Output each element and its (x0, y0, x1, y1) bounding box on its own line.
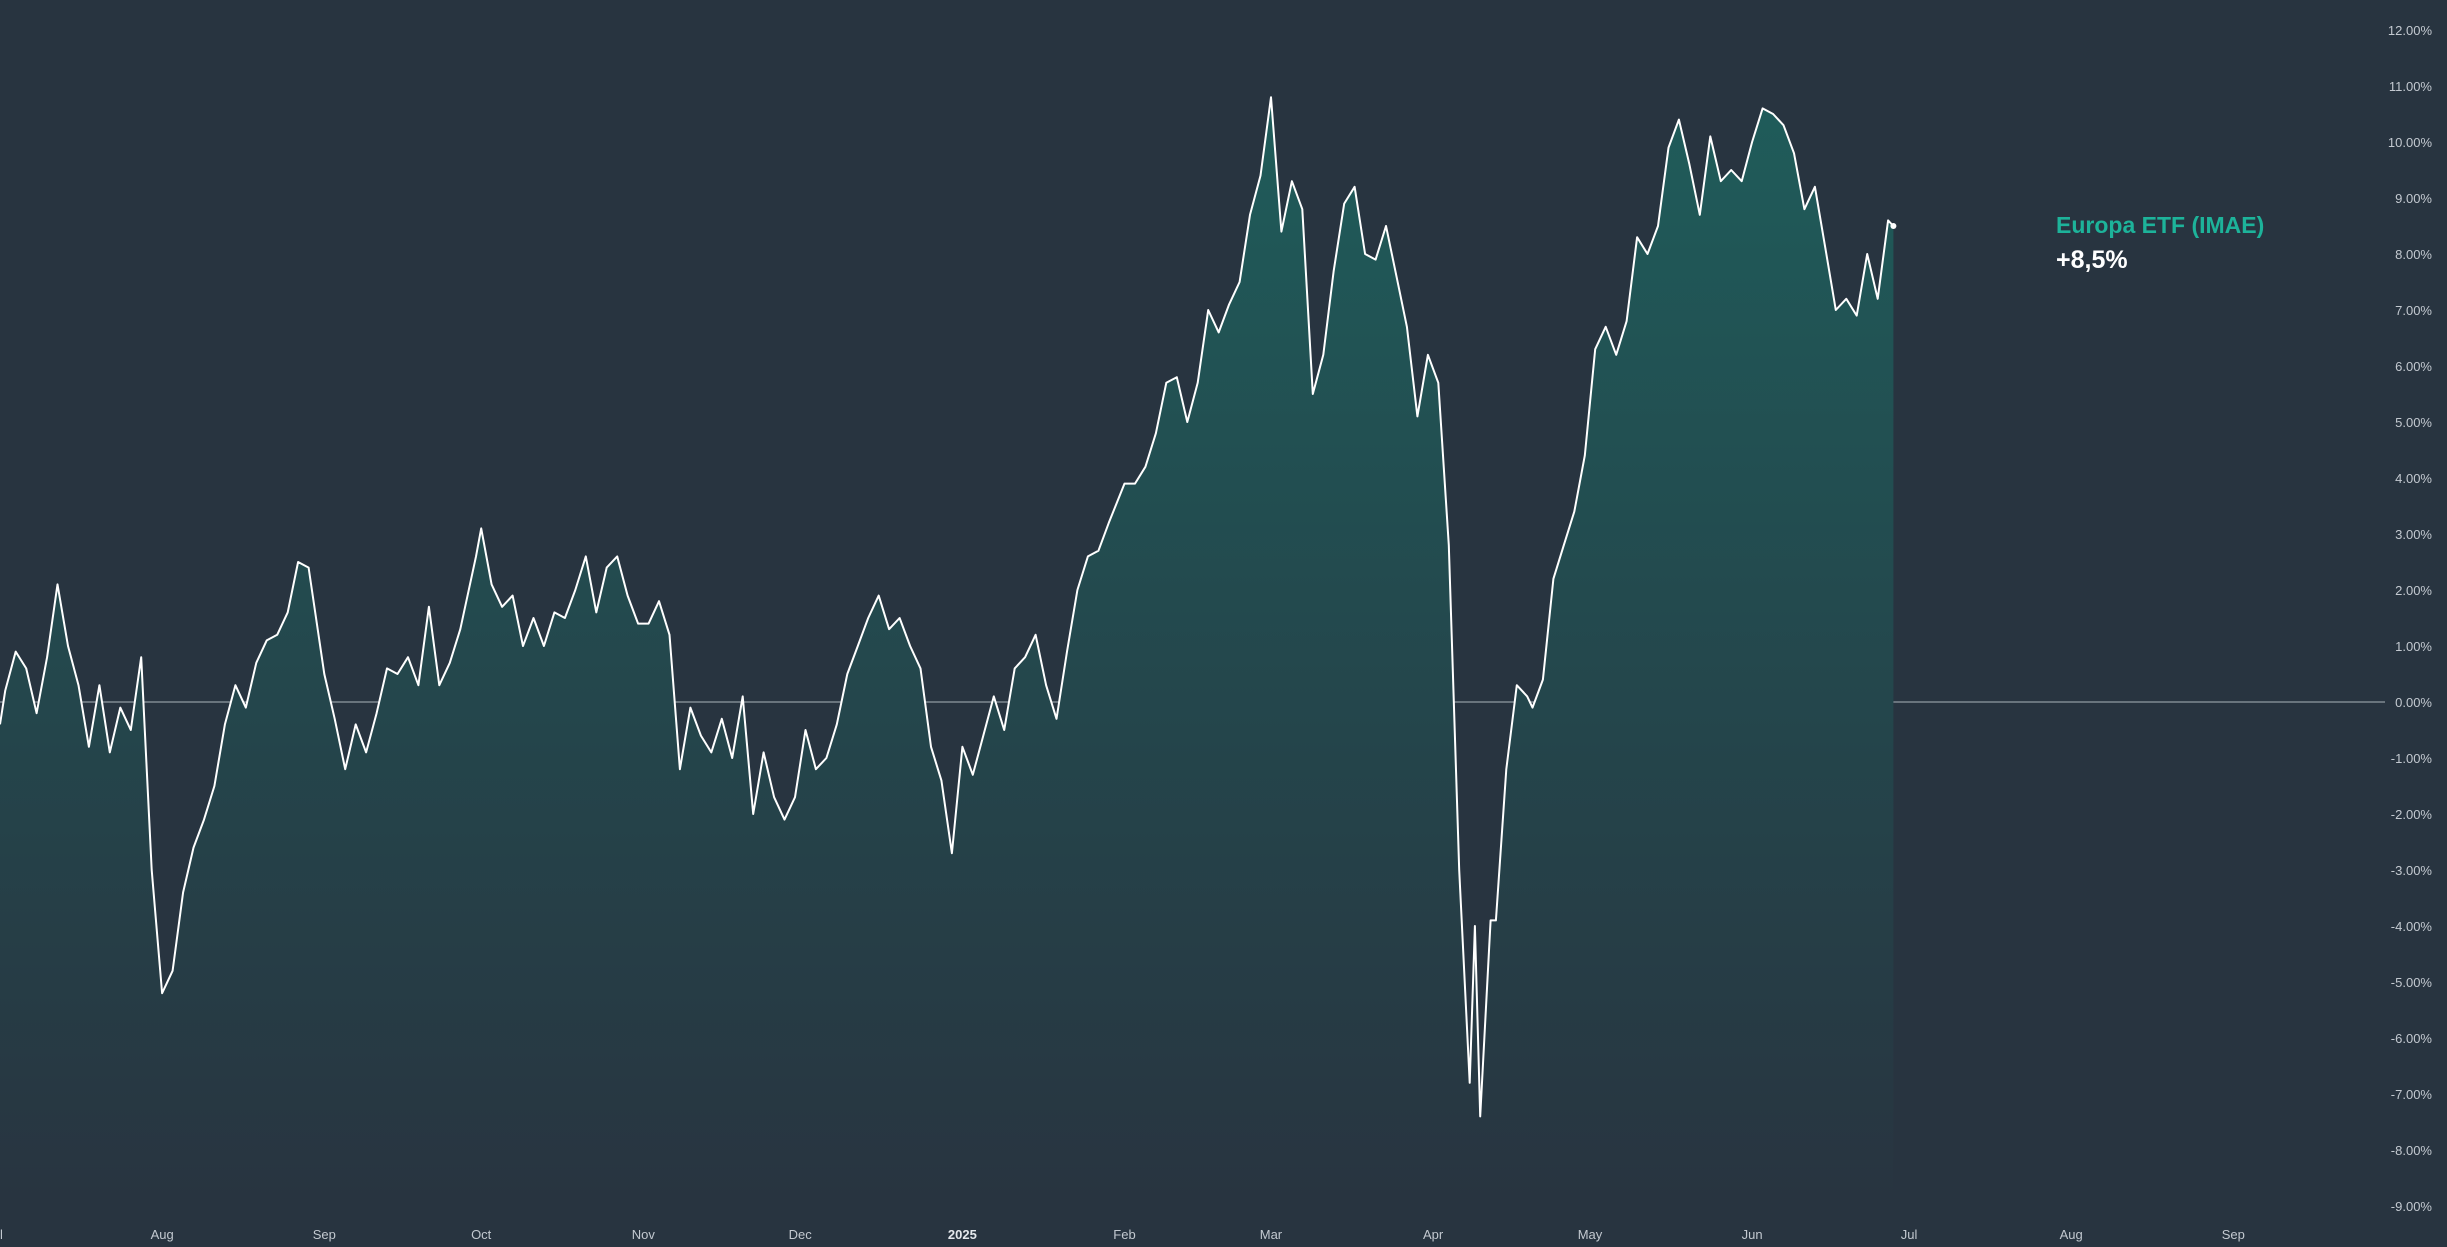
series-line (0, 96, 1895, 1118)
x-tick-label: Dec (789, 1227, 813, 1242)
y-tick-label: 9.00% (2395, 191, 2432, 206)
x-tick-label: Nov (632, 1227, 656, 1242)
y-tick-label: 7.00% (2395, 303, 2432, 318)
series-area-fill (0, 97, 1894, 1207)
legend-series-value: +8,5% (2056, 246, 2128, 274)
y-tick-label: 12.00% (2388, 23, 2433, 38)
y-tick-label: 10.00% (2388, 135, 2433, 150)
x-tick-label: May (1578, 1227, 1603, 1242)
y-axis: 12.00% 11.00% 10.00% 9.00% 8.00% 7.00% 6.00% 5.… (2388, 23, 2433, 1214)
y-tick-label: 1.00% (2395, 639, 2432, 654)
y-tick-label: 6.00% (2395, 359, 2432, 374)
y-tick-label: 5.00% (2395, 415, 2432, 430)
y-tick-label: 2.00% (2395, 583, 2432, 598)
x-tick-label: Aug (2060, 1227, 2083, 1242)
y-tick-label: -7.00% (2391, 1087, 2433, 1102)
x-tick-label: Feb (1113, 1227, 1135, 1242)
y-tick-label: -4.00% (2391, 919, 2433, 934)
y-tick-label: -9.00% (2391, 1199, 2433, 1214)
last-point-marker (1890, 223, 1897, 229)
x-tick-label: l (0, 1227, 3, 1242)
y-tick-label: -8.00% (2391, 1143, 2433, 1158)
y-tick-label: 3.00% (2395, 527, 2432, 542)
y-tick-label: -2.00% (2391, 807, 2433, 822)
x-tick-label: Oct (471, 1227, 492, 1242)
x-tick-label: 2025 (948, 1227, 977, 1242)
legend-series-name: Europa ETF (IMAE) (2056, 212, 2264, 238)
y-tick-label: -3.00% (2391, 863, 2433, 878)
y-tick-label: -5.00% (2391, 975, 2433, 990)
x-tick-label: Aug (151, 1227, 174, 1242)
x-tick-label: Sep (2222, 1227, 2245, 1242)
x-tick-label: Jun (1742, 1227, 1763, 1242)
x-tick-label: Jul (1901, 1227, 1918, 1242)
x-tick-label: Apr (1423, 1227, 1444, 1242)
x-axis: l Aug Sep Oct Nov Dec 2025 Feb Mar Apr May Jun Jul Au… (0, 1227, 2245, 1242)
x-tick-label: Sep (313, 1227, 336, 1242)
y-tick-label: -6.00% (2391, 1031, 2433, 1046)
y-tick-label: 8.00% (2395, 247, 2432, 262)
y-tick-label: -1.00% (2391, 751, 2433, 766)
x-tick-label: Mar (1260, 1227, 1283, 1242)
y-tick-label: 0.00% (2395, 695, 2432, 710)
y-tick-label: 4.00% (2395, 471, 2432, 486)
y-tick-label: 11.00% (2389, 79, 2433, 94)
